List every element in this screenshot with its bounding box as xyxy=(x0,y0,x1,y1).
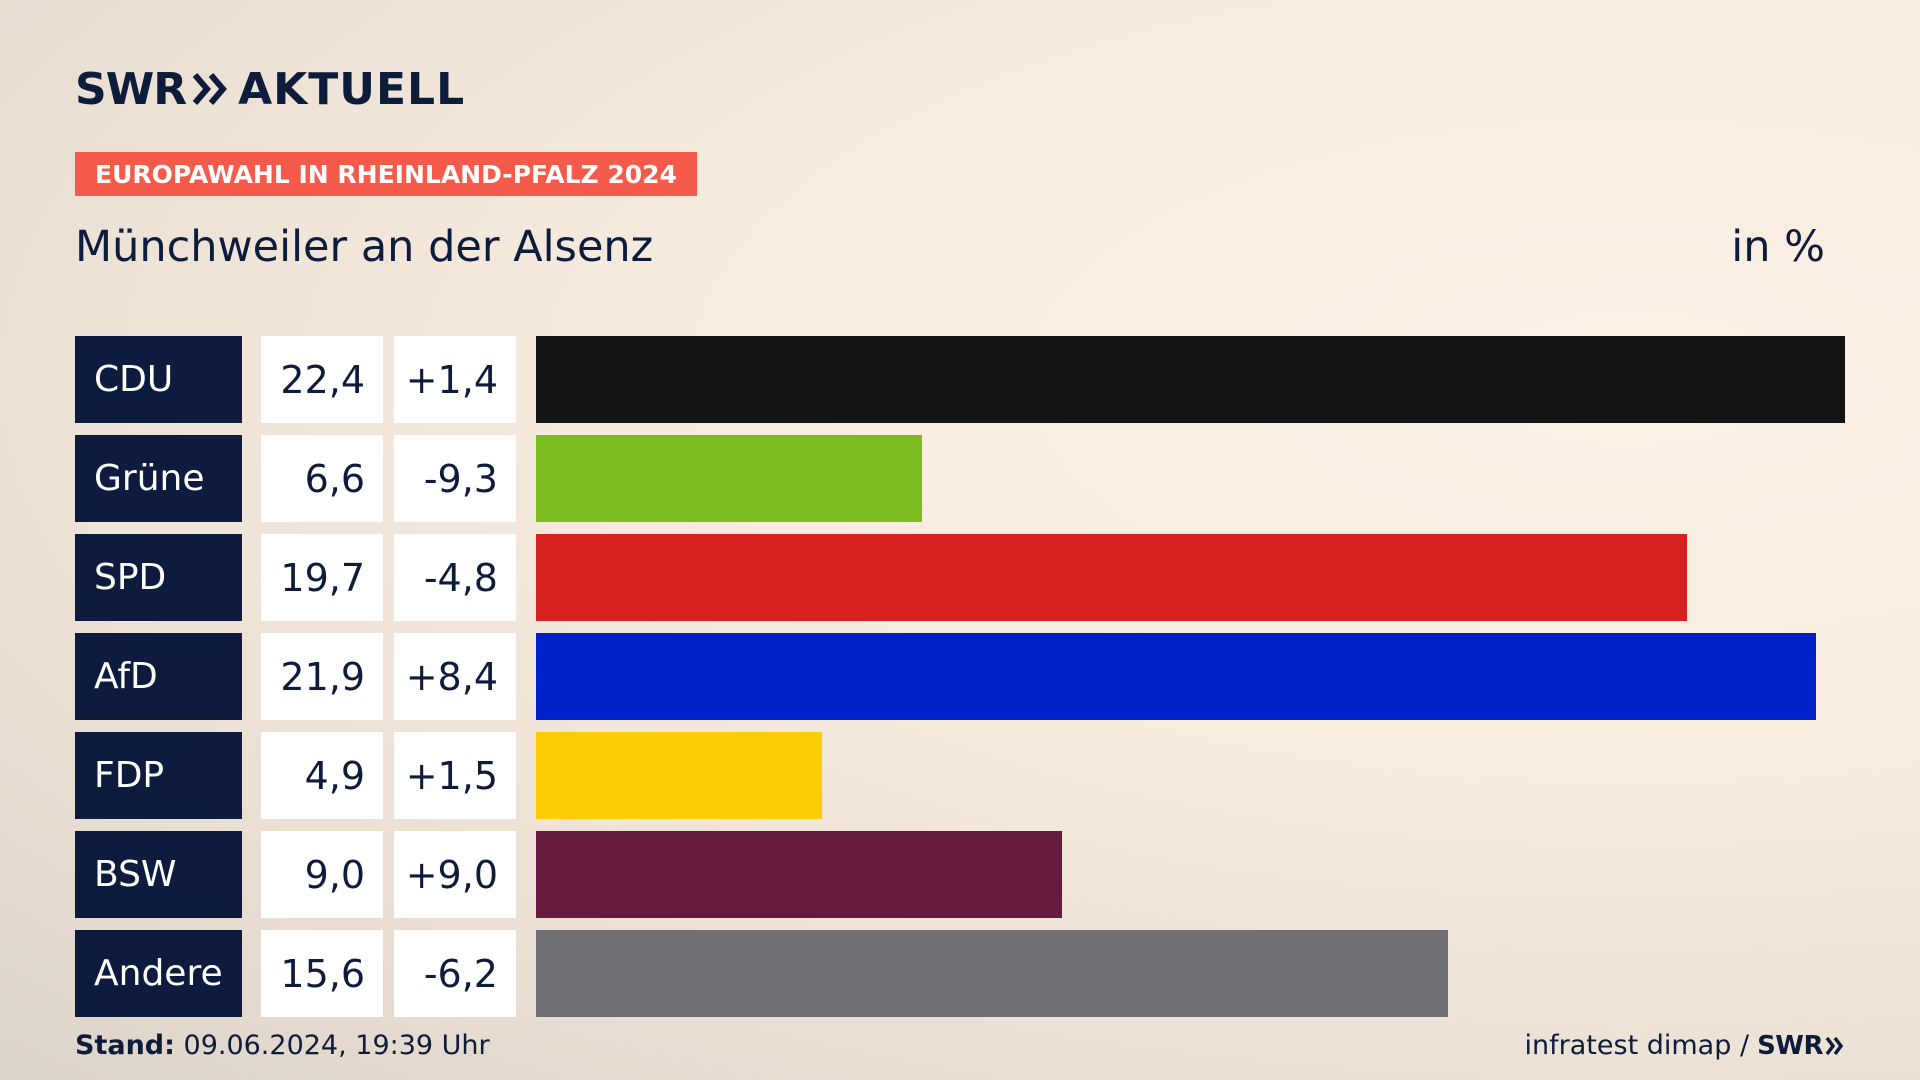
chart-row-cdu: CDU 22,4 +1,4 xyxy=(75,336,1845,423)
bar-afd xyxy=(536,633,1816,720)
vote-change-value: -6,2 xyxy=(394,930,516,1017)
vote-share-value: 4,9 xyxy=(261,732,383,819)
chart-row-andere: Andere 15,6 -6,2 xyxy=(75,930,1845,1017)
bar-gr-ne xyxy=(536,435,922,522)
double-chevron-icon xyxy=(192,73,228,105)
party-label: AfD xyxy=(75,633,242,720)
timestamp: Stand: 09.06.2024, 19:39 Uhr xyxy=(75,1030,490,1061)
unit-label: in % xyxy=(1731,222,1825,272)
footer-swr-logo: SWR xyxy=(1757,1030,1823,1061)
stand-value: 09.06.2024, 19:39 Uhr xyxy=(183,1030,490,1061)
party-label: Andere xyxy=(75,930,242,1017)
vote-share-value: 6,6 xyxy=(261,435,383,522)
vote-change-value: +9,0 xyxy=(394,831,516,918)
party-label: BSW xyxy=(75,831,242,918)
vote-change-value: +8,4 xyxy=(394,633,516,720)
vote-change-value: +1,5 xyxy=(394,732,516,819)
bar-bsw xyxy=(536,831,1062,918)
chart-row-fdp: FDP 4,9 +1,5 xyxy=(75,732,1845,819)
chart-subtitle: Münchweiler an der Alsenz xyxy=(75,222,654,272)
double-chevron-icon xyxy=(1825,1036,1844,1055)
chart-row-gr-ne: Grüne 6,6 -9,3 xyxy=(75,435,1845,522)
bar-cdu xyxy=(536,336,1845,423)
logo-swr-text: SWR xyxy=(75,63,187,115)
vote-share-value: 9,0 xyxy=(261,831,383,918)
source-text: infratest dimap / xyxy=(1524,1030,1750,1061)
vote-share-value: 19,7 xyxy=(261,534,383,621)
chart-row-bsw: BSW 9,0 +9,0 xyxy=(75,831,1845,918)
vote-share-value: 15,6 xyxy=(261,930,383,1017)
party-label: CDU xyxy=(75,336,242,423)
election-tag: EUROPAWAHL IN RHEINLAND-PFALZ 2024 xyxy=(75,152,697,196)
bar-spd xyxy=(536,534,1687,621)
swr-aktuell-logo: SWR AKTUELL xyxy=(75,63,466,115)
bar-fdp xyxy=(536,732,822,819)
vote-share-value: 21,9 xyxy=(261,633,383,720)
vote-share-value: 22,4 xyxy=(261,336,383,423)
bar-andere xyxy=(536,930,1448,1017)
vote-change-value: -9,3 xyxy=(394,435,516,522)
party-label: SPD xyxy=(75,534,242,621)
vote-change-value: +1,4 xyxy=(394,336,516,423)
source-credit: infratest dimap / SWR xyxy=(1525,1030,1845,1061)
vote-change-value: -4,8 xyxy=(394,534,516,621)
stand-label: Stand: xyxy=(75,1030,175,1061)
party-label: Grüne xyxy=(75,435,242,522)
chart-row-spd: SPD 19,7 -4,8 xyxy=(75,534,1845,621)
party-label: FDP xyxy=(75,732,242,819)
chart-row-afd: AfD 21,9 +8,4 xyxy=(75,633,1845,720)
logo-aktuell-text: AKTUELL xyxy=(238,63,466,115)
